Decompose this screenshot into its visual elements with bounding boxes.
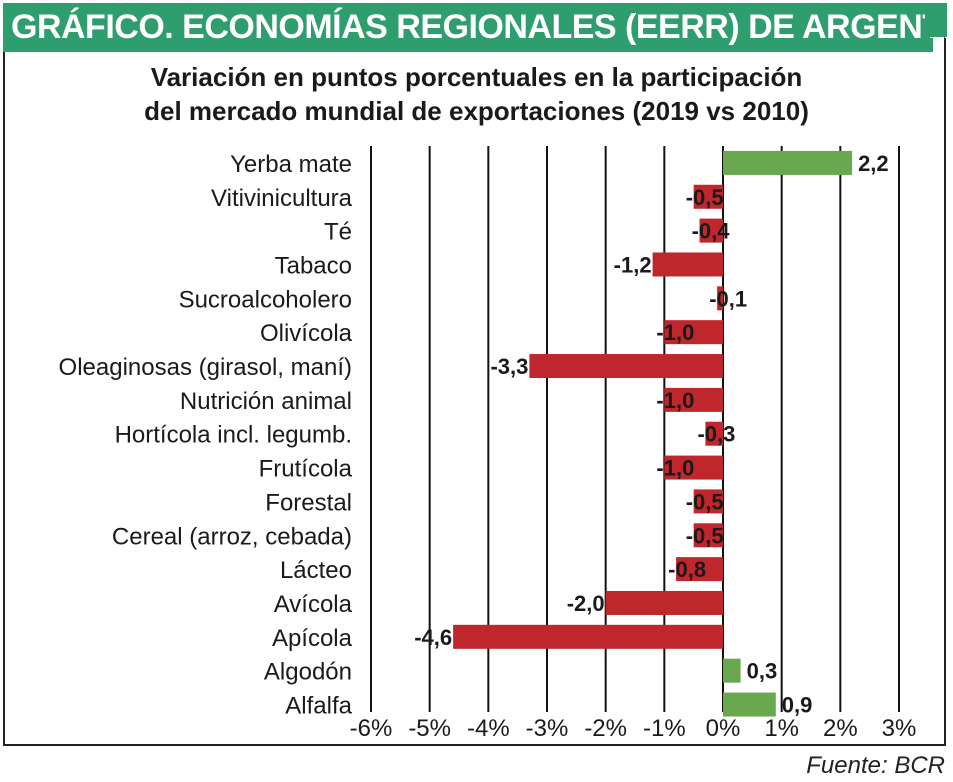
category-label-4: Sucroalcoholero [179, 286, 352, 313]
category-label-12: Lácteo [280, 557, 352, 584]
bar-16 [723, 692, 776, 717]
category-label-13: Avícola [274, 591, 353, 618]
bar-8 [705, 421, 723, 446]
x-tick-label-5: -1% [643, 715, 686, 742]
category-label-3: Tabaco [275, 252, 352, 279]
subtitle-line-2: del mercado mundial de exportaciones (20… [144, 96, 809, 126]
value-label-16: 0,9 [782, 693, 813, 718]
x-tick-label-6: 0% [706, 715, 741, 742]
value-label-9: -1,0 [656, 456, 694, 481]
category-label-2: Té [324, 219, 352, 246]
bar-9 [664, 455, 723, 480]
value-label-2: -0,4 [692, 219, 731, 244]
category-label-0: Yerba mate [230, 151, 352, 178]
value-label-4: -0,1 [709, 286, 747, 311]
chart-title: GRÁFICO. ECONOMÍAS REGIONALES (EERR) DE … [3, 3, 953, 52]
bar-14 [453, 624, 723, 649]
value-label-14: -4,6 [414, 625, 452, 650]
value-label-0: 2,2 [858, 151, 889, 176]
category-label-6: Oleaginosas (girasol, maní) [59, 354, 352, 381]
bar-11 [693, 523, 723, 548]
category-label-5: Olivícola [260, 320, 353, 347]
source-note: Fuente: BCR [806, 752, 945, 779]
x-tick-label-0: -6% [350, 715, 393, 742]
category-label-10: Forestal [265, 489, 352, 516]
category-label-16: Alfalfa [285, 693, 352, 720]
bar-13 [605, 590, 723, 615]
bar-4 [717, 286, 723, 311]
category-label-7: Nutrición animal [180, 388, 352, 415]
value-label-10: -0,5 [686, 489, 724, 514]
value-label-6: -3,3 [490, 354, 528, 379]
x-tick-label-4: -2% [584, 715, 627, 742]
value-label-5: -1,0 [656, 320, 694, 345]
value-label-1: -0,5 [686, 185, 724, 210]
title-tab-decoration [925, 3, 947, 37]
bar-2 [699, 218, 723, 243]
bar-3 [652, 252, 723, 277]
bar-6 [529, 354, 723, 379]
category-label-8: Hortícola incl. legumb. [115, 422, 352, 449]
category-label-9: Frutícola [259, 456, 353, 483]
value-label-3: -1,2 [614, 252, 652, 277]
x-tick-label-1: -5% [408, 715, 451, 742]
category-label-11: Cereal (arroz, cebada) [112, 523, 352, 550]
value-label-7: -1,0 [656, 388, 694, 413]
value-label-11: -0,5 [686, 523, 724, 548]
bar-7 [664, 387, 723, 412]
x-tick-label-3: -3% [526, 715, 569, 742]
bar-10 [693, 489, 723, 514]
subtitle-line-1: Variación en puntos porcentuales en la p… [150, 62, 803, 92]
bar-0 [723, 150, 853, 175]
category-label-15: Algodón [264, 659, 352, 686]
value-label-8: -0,3 [697, 422, 735, 447]
bar-15 [723, 658, 741, 683]
bar-12 [676, 557, 723, 582]
x-tick-label-7: 1% [764, 715, 799, 742]
x-tick-label-2: -4% [467, 715, 510, 742]
value-label-13: -2,0 [567, 591, 605, 616]
bar-5 [664, 320, 723, 345]
bar-1 [693, 184, 723, 209]
chart-frame [3, 3, 946, 746]
x-tick-label-9: 3% [882, 715, 917, 742]
x-tick-label-8: 2% [823, 715, 858, 742]
category-label-14: Apícola [272, 625, 353, 652]
category-label-1: Vitivinicultura [211, 185, 353, 212]
value-label-15: 0,3 [747, 659, 778, 684]
chart-subtitle: Variación en puntos porcentuales en la p… [0, 60, 953, 128]
value-label-12: -0,8 [668, 557, 706, 582]
